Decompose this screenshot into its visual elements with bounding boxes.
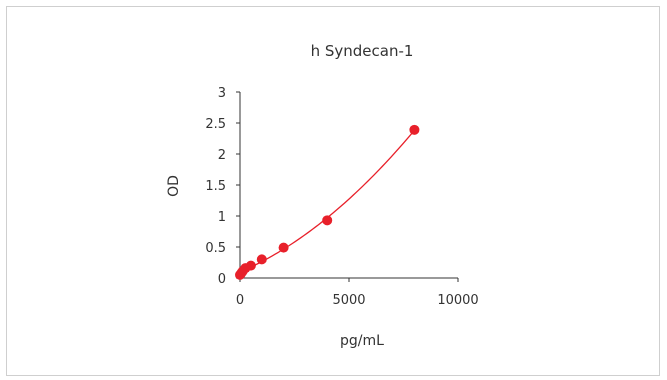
data-points bbox=[235, 124, 420, 280]
y-tick-label: 1.5 bbox=[205, 179, 226, 194]
data-point bbox=[409, 124, 420, 135]
data-point bbox=[256, 254, 267, 265]
x-tick-label: 5000 bbox=[332, 293, 365, 308]
x-axis-label: pg/mL bbox=[340, 333, 384, 349]
y-tick-label: 1 bbox=[218, 210, 226, 225]
y-tick-label: 2 bbox=[218, 148, 226, 163]
chart-frame bbox=[6, 6, 660, 376]
y-tick-label: 0.5 bbox=[205, 241, 226, 256]
x-tick-label: 0 bbox=[236, 293, 244, 308]
data-point bbox=[245, 260, 256, 271]
y-tick-label: 0 bbox=[218, 272, 226, 287]
axes: 0 0.5 1 1.5 2 2.5 3 0 5000 10000 bbox=[205, 86, 478, 308]
fit-curve bbox=[239, 129, 415, 273]
chart-title: h Syndecan-1 bbox=[311, 42, 414, 60]
data-point bbox=[278, 242, 289, 253]
x-tick-label: 10000 bbox=[437, 293, 478, 308]
y-tick-label: 2.5 bbox=[205, 117, 226, 132]
y-axis-label: OD bbox=[166, 175, 182, 197]
fit-curve-group bbox=[239, 129, 415, 273]
data-point bbox=[322, 215, 333, 226]
y-tick-label: 3 bbox=[218, 86, 226, 101]
